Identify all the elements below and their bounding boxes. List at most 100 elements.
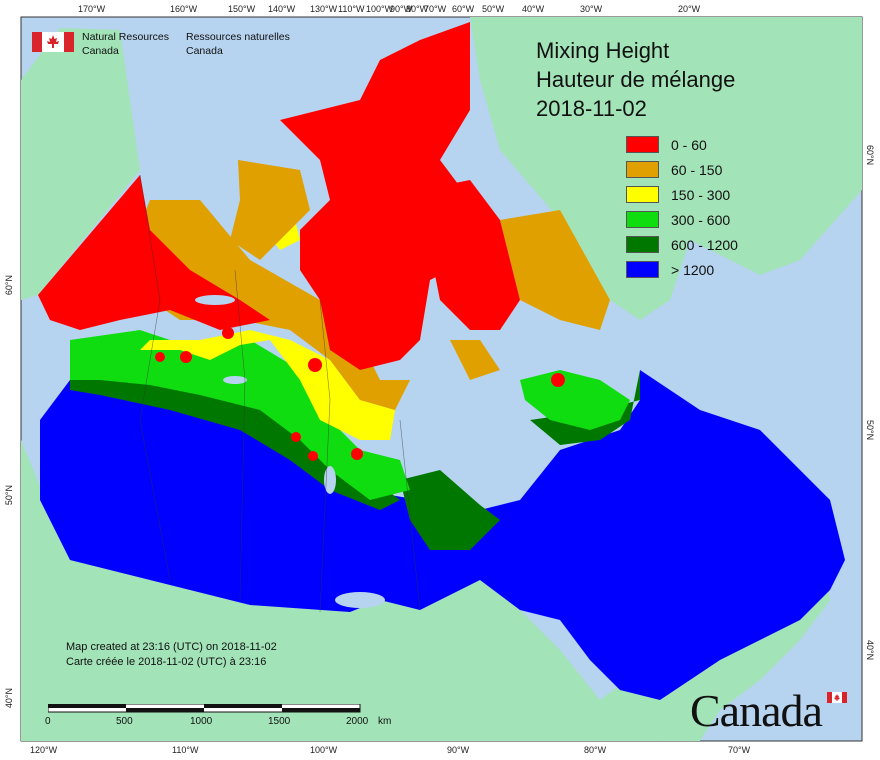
canada-wordmark: Canada — [690, 684, 847, 737]
agency-fr-line1: Ressources naturelles — [186, 31, 290, 43]
map-credits: Map created at 23:16 (UTC) on 2018-11-02… — [66, 640, 277, 670]
zone-60-150-ungava — [450, 340, 500, 380]
top-longitude-label: 100°W — [366, 4, 394, 14]
credits-fr: Carte créée le 2018-11-02 (UTC) à 23:16 — [66, 656, 267, 668]
legend-item: > 1200 — [626, 257, 738, 282]
legend-label: 60 - 150 — [671, 161, 723, 178]
bottom-longitude-label: 70°W — [728, 745, 751, 755]
zone-60-150 — [130, 200, 410, 410]
hotspot-1 — [308, 358, 322, 372]
great-slave-lake — [195, 295, 235, 305]
lake-athabasca — [223, 376, 247, 384]
zone-300-600 — [70, 330, 410, 500]
legend-swatch — [626, 186, 659, 203]
zone-600-1200-east — [400, 470, 500, 550]
top-longitude-label: 170°W — [78, 4, 106, 14]
scale-unit: km — [378, 716, 392, 727]
agency-name-en: Natural Resources Canada — [82, 30, 169, 58]
map-title: Mixing Height Hauteur de mélange 2018-11… — [536, 36, 735, 123]
scale-tick: 1500 — [268, 716, 291, 727]
canada-flag-icon — [32, 32, 74, 52]
zone-0-60-yukon — [38, 175, 270, 330]
legend-item: 0 - 60 — [626, 132, 738, 157]
agency-en-line1: Natural Resources — [82, 31, 169, 43]
scale-bar-graphic — [48, 704, 361, 713]
legend-swatch — [626, 261, 659, 278]
hotspot-2 — [291, 432, 301, 442]
bottom-longitude-label: 120°W — [30, 745, 58, 755]
wordmark-flag-icon — [827, 692, 847, 703]
bottom-longitude-label: 110°W — [172, 745, 199, 755]
top-longitude-label: 150°W — [228, 4, 256, 14]
hotspot-3 — [308, 451, 318, 461]
top-longitude-label: 50°W — [482, 4, 505, 14]
right-latitude-label: 50°N — [865, 420, 875, 441]
left-latitude-label: 60°N — [4, 275, 14, 296]
agency-fr-line2: Canada — [186, 45, 223, 57]
credits-en: Map created at 23:16 (UTC) on 2018-11-02 — [66, 641, 277, 653]
top-longitude-label: 40°W — [522, 4, 545, 14]
scale-tick: 1000 — [190, 716, 213, 727]
top-longitude-label: 140°W — [268, 4, 296, 14]
lake-winnipeg — [324, 466, 336, 494]
greenland-landmass — [470, 17, 862, 320]
hotspot-8 — [180, 351, 192, 363]
zone-600-1200-quebec — [530, 370, 640, 445]
legend-label: 150 - 300 — [671, 186, 731, 203]
title-date: 2018-11-02 — [536, 96, 647, 121]
left-latitude-label: 50°N — [4, 485, 14, 506]
zone-0-60-baffin — [420, 180, 520, 330]
alaska-landmass — [21, 28, 140, 300]
top-longitude-label: 70°W — [424, 4, 447, 14]
legend-label: 300 - 600 — [671, 211, 731, 228]
legend-label: 0 - 60 — [671, 136, 707, 153]
bottom-longitude-label: 90°W — [447, 745, 470, 755]
scale-tick: 2000 — [346, 716, 369, 727]
wordmark-text: Canada — [690, 685, 823, 736]
zone-600-1200-west — [70, 360, 400, 510]
title-en: Mixing Height — [536, 38, 670, 63]
scale-tick: 500 — [116, 716, 133, 727]
zone-0-60-arctic — [280, 22, 470, 370]
lake-superior — [335, 592, 385, 608]
legend-swatch — [626, 161, 659, 178]
left-latitude-label: 40°N — [4, 688, 14, 709]
zone-150-300 — [140, 330, 395, 440]
right-latitude-label: 40°N — [865, 640, 875, 661]
province-borders — [139, 174, 421, 613]
agency-en-line2: Canada — [82, 45, 119, 57]
hotspot-6 — [222, 327, 234, 339]
zone-60-150-baffin — [500, 210, 610, 330]
bottom-longitude-label: 100°W — [310, 745, 338, 755]
top-longitude-label: 60°W — [452, 4, 475, 14]
legend-item: 300 - 600 — [626, 207, 738, 232]
hotspot-5 — [551, 373, 565, 387]
legend-item: 60 - 150 — [626, 157, 738, 182]
top-longitude-label: 90°W — [390, 4, 413, 14]
top-longitude-label: 80°W — [406, 4, 429, 14]
legend: 0 - 60 60 - 150 150 - 300 300 - 600 600 … — [626, 132, 738, 282]
legend-swatch — [626, 211, 659, 228]
legend-label: > 1200 — [671, 261, 715, 278]
agency-name-fr: Ressources naturelles Canada — [186, 30, 290, 58]
zone-60-150-arctic — [230, 160, 310, 260]
hotspot-7 — [155, 352, 165, 362]
legend-swatch — [626, 236, 659, 253]
scale-tick: 0 — [45, 716, 51, 727]
top-longitude-label: 130°W — [310, 4, 338, 14]
legend-swatch — [626, 136, 659, 153]
zone-300-600-quebec — [520, 370, 630, 430]
top-longitude-label: 160°W — [170, 4, 198, 14]
legend-item: 150 - 300 — [626, 182, 738, 207]
hotspot-4 — [351, 448, 363, 460]
top-longitude-label: 110°W — [338, 4, 365, 14]
usa-landmass — [21, 440, 660, 741]
title-fr: Hauteur de mélange — [536, 67, 736, 92]
top-longitude-label: 30°W — [580, 4, 603, 14]
right-latitude-label: 60°N — [865, 145, 875, 166]
top-longitude-label: 20°W — [678, 4, 701, 14]
legend-label: 600 - 1200 — [671, 236, 738, 253]
bottom-longitude-label: 80°W — [584, 745, 607, 755]
